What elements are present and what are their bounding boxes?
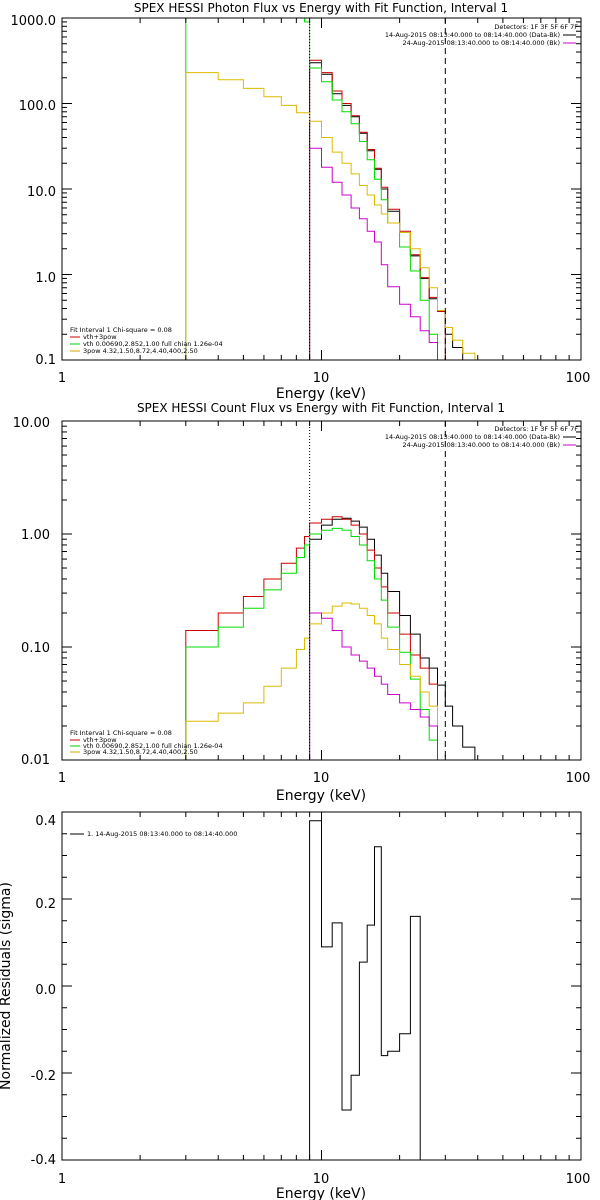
photon-flux-power-law-series-line xyxy=(185,72,476,360)
count-flux-ytick-0: 0.01 xyxy=(21,753,50,768)
photon-flux-detectors-text: Detectors: 1F 3F 5F 6F 7F xyxy=(494,23,578,31)
photon-flux-ytick-3: 100.0 xyxy=(19,99,56,114)
count-flux-power-law-series-line xyxy=(185,602,438,760)
photon-flux-background-series-line xyxy=(309,147,438,360)
count-flux-bk-interval-text: 24-Aug-2015 08:13:40.000 to 08:14:40.000… xyxy=(403,441,560,449)
count-flux-fit-interval-text: Fit Interval 1 Chi-square = 0.08 xyxy=(70,729,172,737)
residuals-ytick-3: 0.2 xyxy=(35,897,56,912)
count-flux-fit-legend: Fit Interval 1 Chi-square = 0.08 vth+3po… xyxy=(70,729,223,756)
count-flux-ytick-3: 10.00 xyxy=(13,416,50,431)
photon-flux-panel: SPEX HESSI Photon Flux vs Energy with Fi… xyxy=(11,1,591,402)
count-flux-panel: SPEX HESSI Count Flux vs Energy with Fit… xyxy=(13,401,591,804)
residuals-panel: -0.4 -0.2 0.0 0.2 0.4 1 10 100 Energy (k… xyxy=(0,811,591,1200)
count-flux-thermal-text: vth 0.00690,2.852,1.00 full chian 1.26e-… xyxy=(83,742,223,750)
count-flux-info-top-right: Detectors: 1F 3F 5F 6F 7F 14-Aug-2015 08… xyxy=(385,425,578,449)
count-flux-detectors-text: Detectors: 1F 3F 5F 6F 7F xyxy=(494,425,578,433)
photon-flux-thermal-text: vth 0.00690,2.852,1.00 full chian 1.26e-… xyxy=(83,340,223,348)
residuals-residuals-series-line xyxy=(309,820,446,1160)
residuals-ytick-2: 0.0 xyxy=(35,983,56,998)
count-flux-model-text: vth+3pow xyxy=(83,736,117,744)
residuals-xtick-100: 100 xyxy=(566,1172,591,1187)
count-flux-model-series-line xyxy=(185,516,438,760)
count-flux-xtick-100: 100 xyxy=(566,771,591,786)
photon-flux-model-text: vth+3pow xyxy=(83,333,117,341)
photon-flux-model-series-line xyxy=(309,59,446,360)
residuals-xtick-10: 10 xyxy=(313,1172,330,1187)
photon-flux-bk-interval-text: 24-Aug-2015 08:13:40.000 to 08:14:40.000… xyxy=(403,39,560,47)
residuals-series-layer xyxy=(309,820,446,1160)
count-flux-xtick-10: 10 xyxy=(313,771,330,786)
photon-flux-xlabel: Energy (keV) xyxy=(276,386,366,402)
photon-flux-ytick-2: 10.0 xyxy=(27,185,56,200)
count-flux-thermal-series-line xyxy=(185,527,438,760)
photon-flux-powerlaw-text: 3pow 4.32,1.50,8.72,4.40,400,2.50 xyxy=(83,347,198,355)
count-flux-axes xyxy=(61,420,582,761)
photon-flux-thermal-series-line xyxy=(185,18,438,360)
count-flux-background-series-line xyxy=(309,612,438,760)
count-flux-powerlaw-text: 3pow 4.32,1.50,8.72,4.40,400,2.50 xyxy=(83,748,198,756)
residuals-legend: 1. 14-Aug-2015 08:13:40.000 to 08:14:40.… xyxy=(70,830,237,838)
photon-flux-xtick-1: 1 xyxy=(58,371,66,386)
count-flux-ytick-2: 1.00 xyxy=(21,528,50,543)
count-flux-xlabel: Energy (keV) xyxy=(276,788,366,804)
photon-flux-ytick-1: 1.0 xyxy=(35,271,56,286)
count-flux-ytick-1: 0.10 xyxy=(21,641,50,656)
residuals-xtick-1: 1 xyxy=(58,1172,66,1187)
count-flux-title: SPEX HESSI Count Flux vs Energy with Fit… xyxy=(137,401,505,415)
residuals-ytick-1: -0.2 xyxy=(31,1069,56,1084)
count-flux-xtick-1: 1 xyxy=(58,771,66,786)
photon-flux-info-top-right: Detectors: 1F 3F 5F 6F 7F 14-Aug-2015 08… xyxy=(385,23,578,47)
count-flux-data-interval-text: 14-Aug-2015 08:13:40.000 to 08:14:40.000… xyxy=(385,433,560,441)
photon-flux-ytick-0: 0.1 xyxy=(35,353,56,368)
photon-flux-axes xyxy=(61,17,582,361)
photon-flux-xtick-10: 10 xyxy=(313,371,330,386)
count-flux-annotations xyxy=(309,421,446,760)
photon-flux-title: SPEX HESSI Photon Flux vs Energy with Fi… xyxy=(134,1,508,15)
residuals-ytick-4: 0.4 xyxy=(35,814,56,829)
photon-flux-fit-interval-text: Fit Interval 1 Chi-square = 0.08 xyxy=(70,326,172,334)
residuals-ytick-0: -0.4 xyxy=(31,1153,56,1168)
photon-flux-ytick-4: 1000.0 xyxy=(11,14,57,29)
photon-flux-fit-legend: Fit Interval 1 Chi-square = 0.08 vth+3po… xyxy=(70,326,223,355)
residuals-xlabel: Energy (keV) xyxy=(276,1186,366,1200)
photon-flux-data-interval-text: 14-Aug-2015 08:13:40.000 to 08:14:40.000… xyxy=(385,31,560,39)
photon-flux-annotations xyxy=(309,18,446,360)
photon-flux-xtick-100: 100 xyxy=(566,371,591,386)
residuals-ylabel: Normalized Residuals (sigma) xyxy=(0,882,14,1090)
residuals-axes xyxy=(61,811,582,1161)
residuals-legend-text: 1. 14-Aug-2015 08:13:40.000 to 08:14:40.… xyxy=(87,830,237,838)
